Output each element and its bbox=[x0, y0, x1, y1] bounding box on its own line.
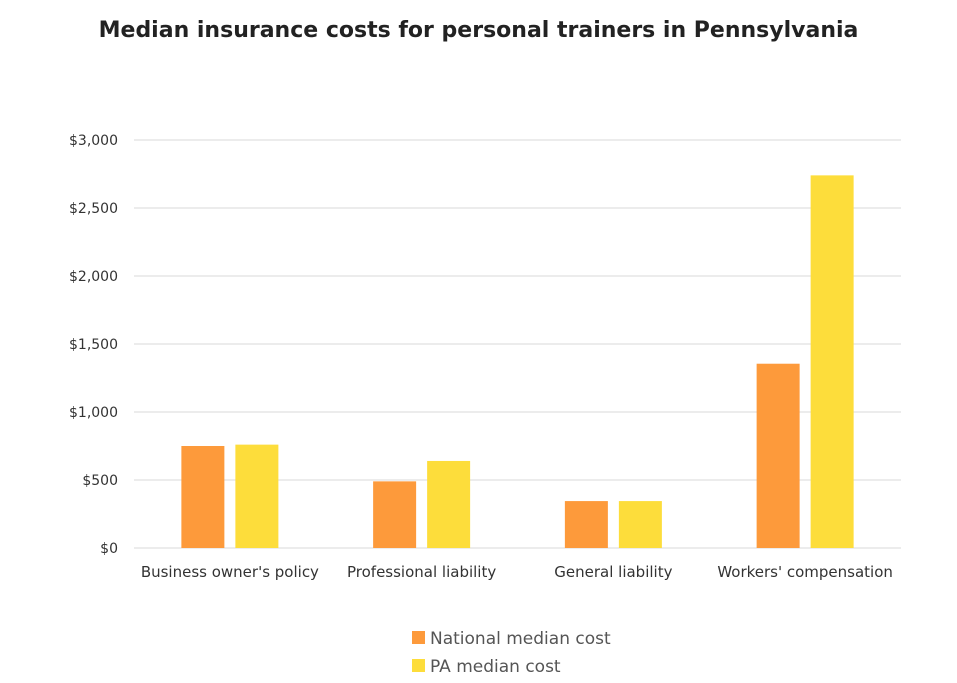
y-tick-label: $2,500 bbox=[69, 201, 118, 217]
x-category-label: Business owner's policy bbox=[141, 563, 319, 581]
x-category-label: General liability bbox=[554, 563, 672, 581]
chart-title: Median insurance costs for personal trai… bbox=[98, 18, 859, 43]
legend-label: PA median cost bbox=[430, 657, 561, 677]
y-tick-label: $2,000 bbox=[69, 269, 118, 285]
legend-swatch bbox=[412, 659, 425, 672]
y-tick-label: $500 bbox=[82, 473, 118, 489]
x-category-label: Professional liability bbox=[347, 563, 496, 581]
bar bbox=[756, 363, 800, 548]
bar bbox=[618, 501, 662, 548]
y-tick-label: $0 bbox=[100, 541, 118, 557]
y-tick-label: $1,000 bbox=[69, 405, 118, 421]
bar bbox=[181, 446, 225, 548]
bar bbox=[564, 501, 608, 548]
legend-label: National median cost bbox=[430, 629, 611, 649]
legend-swatch bbox=[412, 631, 425, 644]
y-tick-label: $3,000 bbox=[69, 133, 118, 149]
bar bbox=[810, 175, 854, 549]
y-tick-label: $1,500 bbox=[69, 337, 118, 353]
bar bbox=[427, 460, 471, 548]
bar bbox=[373, 481, 417, 548]
x-category-label: Workers' compensation bbox=[717, 563, 893, 581]
bar bbox=[235, 444, 279, 548]
